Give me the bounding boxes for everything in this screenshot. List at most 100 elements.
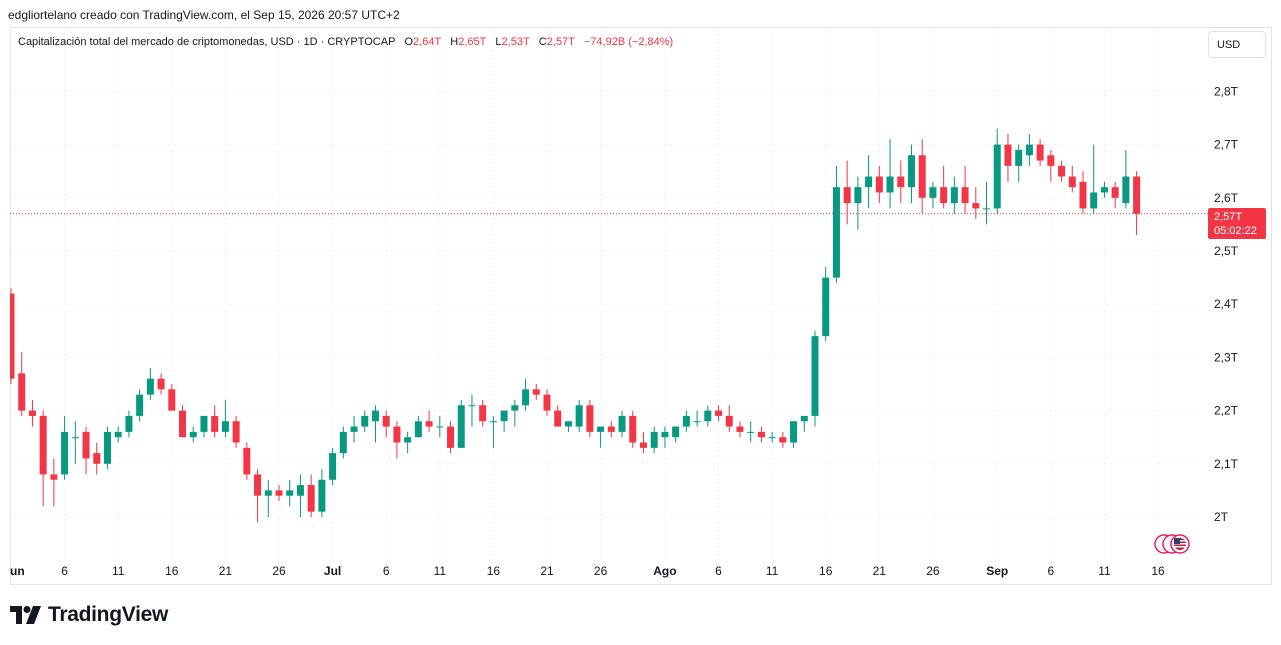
candle[interactable] [307, 474, 315, 517]
candle[interactable] [414, 415, 422, 438]
candle[interactable] [243, 442, 251, 480]
candle[interactable] [114, 426, 122, 443]
candle[interactable] [125, 410, 133, 438]
candle[interactable] [972, 187, 980, 220]
candle[interactable] [350, 415, 358, 443]
candle[interactable] [832, 165, 840, 283]
candle[interactable] [468, 394, 476, 427]
candle[interactable] [500, 410, 508, 432]
candle[interactable] [532, 384, 540, 400]
candle[interactable] [597, 426, 605, 448]
candle[interactable] [489, 415, 497, 448]
candle[interactable] [607, 421, 615, 438]
candle[interactable] [897, 160, 905, 204]
candle[interactable] [800, 415, 808, 432]
candle[interactable] [189, 426, 197, 443]
candle[interactable] [865, 155, 873, 209]
candle[interactable] [457, 399, 465, 448]
candle[interactable] [479, 399, 487, 427]
candle[interactable] [393, 421, 401, 459]
candle[interactable] [961, 165, 969, 214]
candle[interactable] [254, 469, 262, 523]
candle[interactable] [232, 415, 240, 448]
candle[interactable] [940, 165, 948, 209]
candle[interactable] [329, 447, 337, 486]
candle[interactable] [1133, 171, 1141, 236]
candle[interactable] [715, 405, 723, 422]
candle[interactable] [693, 410, 701, 427]
candle[interactable] [918, 139, 926, 214]
candle[interactable] [725, 405, 733, 432]
candle[interactable] [296, 474, 304, 517]
candle[interactable] [564, 421, 572, 432]
candle[interactable] [682, 410, 690, 432]
candle[interactable] [875, 165, 883, 204]
candle[interactable] [18, 352, 26, 416]
candle[interactable] [854, 176, 862, 230]
candle[interactable] [1079, 171, 1087, 214]
candle[interactable] [779, 431, 787, 448]
candle[interactable] [211, 405, 219, 438]
candle[interactable] [554, 405, 562, 427]
candle[interactable] [618, 410, 626, 438]
candle[interactable] [511, 399, 519, 427]
candle[interactable] [736, 421, 744, 438]
candle[interactable] [822, 266, 830, 342]
candle[interactable] [50, 458, 58, 507]
candle[interactable] [28, 399, 36, 427]
candle[interactable] [757, 426, 765, 443]
candle[interactable] [371, 405, 379, 443]
candle[interactable] [907, 144, 915, 204]
candle[interactable] [168, 384, 176, 411]
candle[interactable] [1047, 149, 1055, 182]
candle[interactable] [1036, 139, 1044, 166]
candle[interactable] [983, 181, 991, 225]
candle[interactable] [629, 410, 637, 448]
candle[interactable] [543, 389, 551, 416]
candle[interactable] [425, 410, 433, 432]
candle[interactable] [1111, 181, 1119, 209]
candle[interactable] [82, 426, 90, 475]
candle[interactable] [275, 485, 283, 502]
candle[interactable] [650, 426, 658, 454]
candle[interactable] [447, 421, 455, 454]
candle[interactable] [404, 431, 412, 454]
candle[interactable] [1068, 165, 1076, 193]
candle[interactable] [1100, 181, 1108, 198]
candle[interactable] [71, 421, 79, 464]
candle[interactable] [39, 410, 47, 507]
candle[interactable] [747, 421, 755, 443]
candle[interactable] [811, 330, 819, 427]
candle[interactable] [157, 373, 165, 395]
candle[interactable] [221, 399, 229, 438]
candle[interactable] [1090, 144, 1098, 214]
candle[interactable] [993, 128, 1001, 214]
candle[interactable] [286, 479, 294, 507]
events-flags-icon[interactable] [1150, 532, 1196, 556]
candle[interactable] [200, 415, 208, 438]
candle[interactable] [672, 426, 680, 443]
candle[interactable] [318, 469, 326, 517]
candle[interactable] [146, 368, 154, 400]
candle[interactable] [436, 415, 444, 438]
candle[interactable] [1122, 149, 1130, 209]
candle[interactable] [339, 426, 347, 459]
candle[interactable] [61, 415, 69, 480]
candle[interactable] [10, 288, 15, 384]
candle[interactable] [586, 399, 594, 438]
candle[interactable] [264, 479, 272, 517]
candle[interactable] [575, 399, 583, 432]
candle[interactable] [103, 426, 111, 470]
currency-button[interactable]: USD [1208, 31, 1266, 58]
candle[interactable] [1004, 133, 1012, 182]
candle[interactable] [886, 139, 894, 209]
candle[interactable] [382, 410, 390, 438]
candle[interactable] [1025, 133, 1033, 166]
candle[interactable] [639, 431, 647, 454]
candle[interactable] [790, 421, 798, 448]
candle[interactable] [1058, 160, 1066, 182]
candle[interactable] [661, 426, 669, 448]
candle[interactable] [704, 405, 712, 427]
candle[interactable] [522, 378, 530, 411]
